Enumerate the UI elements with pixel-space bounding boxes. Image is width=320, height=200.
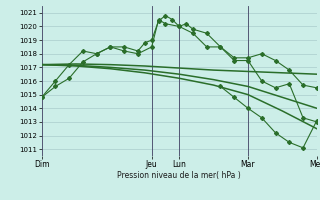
X-axis label: Pression niveau de la mer( hPa ): Pression niveau de la mer( hPa ) (117, 171, 241, 180)
